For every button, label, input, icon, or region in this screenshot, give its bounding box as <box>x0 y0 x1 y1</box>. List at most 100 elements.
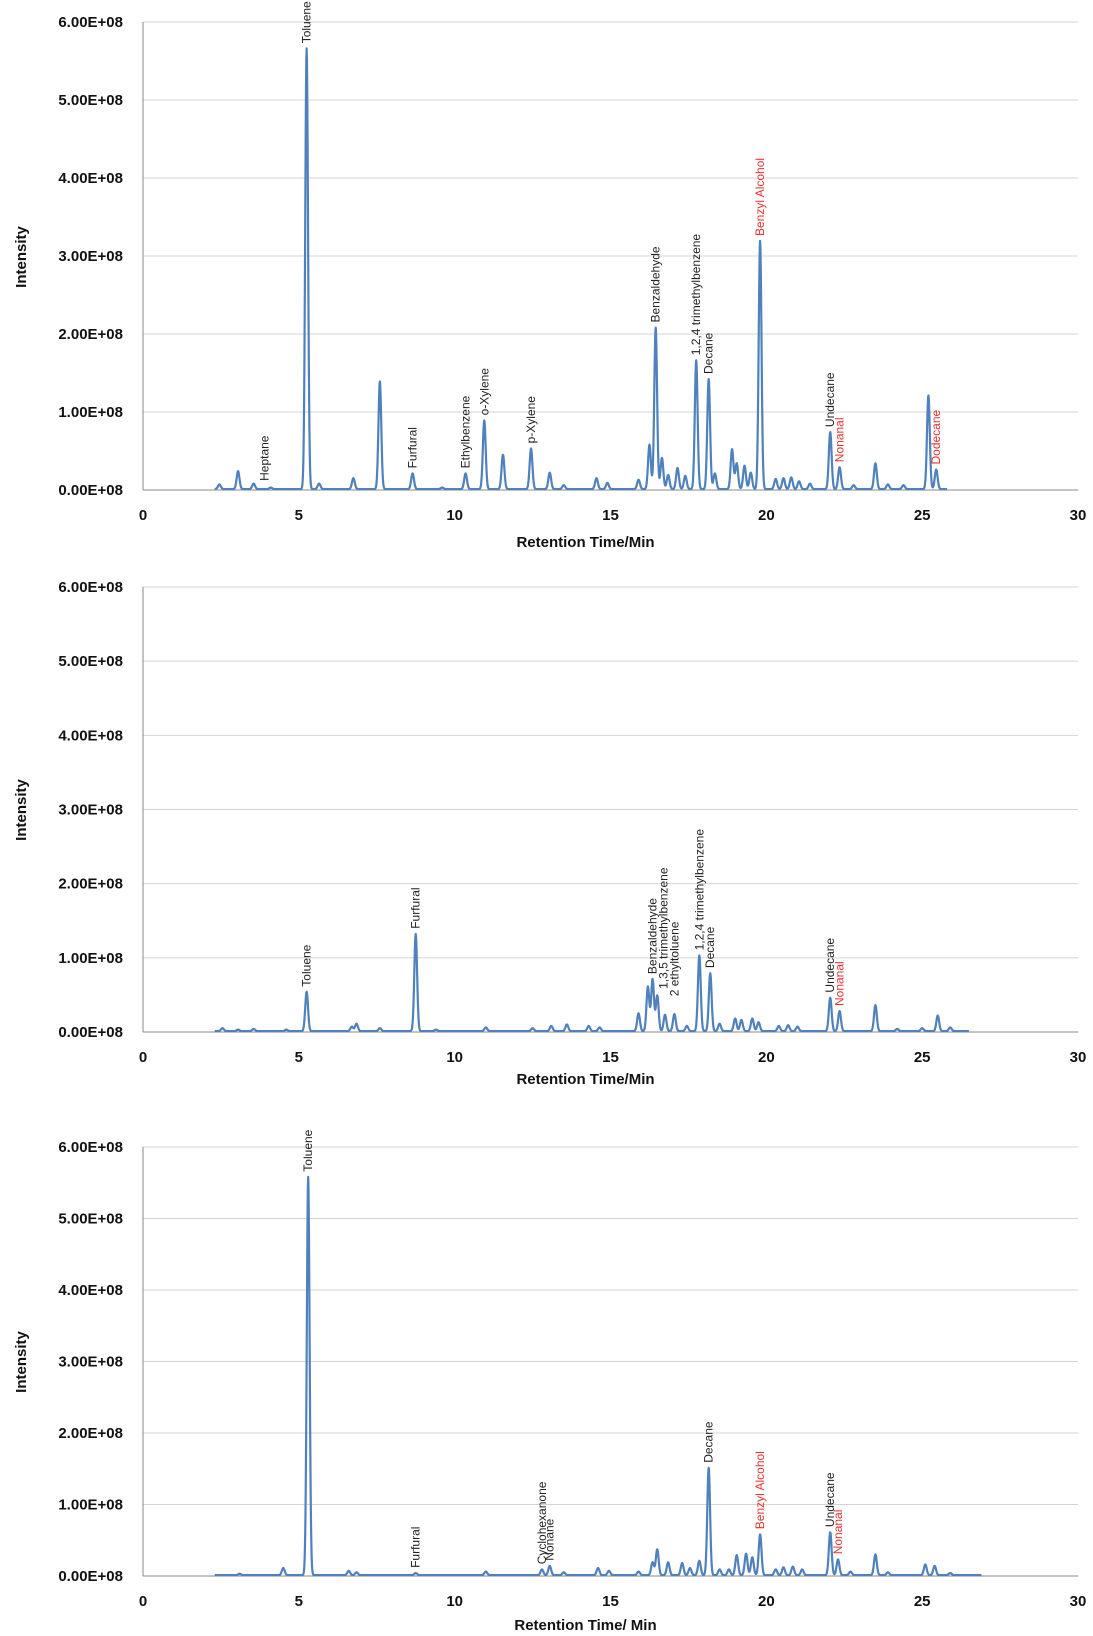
y-tick-label: 3.00E+08 <box>58 1354 123 1371</box>
peak-apex <box>853 485 855 487</box>
peak-apex <box>656 1549 658 1551</box>
peak-apex <box>782 478 785 480</box>
peak-apex <box>681 1563 683 1565</box>
peak-apex <box>637 480 640 482</box>
chromatogram-trace <box>213 932 970 1033</box>
x-tick-label: 5 <box>295 1049 303 1066</box>
peak-apex <box>837 1559 839 1561</box>
peak-apex <box>348 1571 350 1573</box>
peak-apex <box>549 473 551 475</box>
peak-apex <box>464 473 467 475</box>
peak-apex <box>307 1177 309 1179</box>
peak-label: Nonanal <box>833 961 847 1006</box>
x-tick-label: 15 <box>602 507 619 524</box>
peak-apex <box>849 1571 852 1574</box>
peak-label: Decane <box>702 1421 716 1463</box>
peak-apex <box>708 379 710 381</box>
x-tick-label: 30 <box>1070 1593 1087 1610</box>
y-tick-label: 0.00E+08 <box>58 1568 123 1585</box>
x-tick-label: 20 <box>758 507 775 524</box>
peak-label: Decane <box>702 332 716 374</box>
peak-apex <box>924 1564 926 1566</box>
peak-apex <box>598 1027 601 1029</box>
peak-apex <box>550 1026 552 1028</box>
chromatogram-trace <box>213 47 948 491</box>
peak-apex <box>778 1026 780 1028</box>
peak-apex <box>667 475 669 477</box>
peak-apex <box>809 483 811 486</box>
x-tick-label: 15 <box>602 1049 619 1066</box>
peak-apex <box>949 1573 951 1575</box>
peak-apex <box>588 1026 590 1028</box>
peak-apex <box>714 473 716 475</box>
peak-apex <box>597 1568 599 1570</box>
peak-label: Nonanal <box>833 417 847 462</box>
peak-apex <box>751 1557 753 1559</box>
peak-apex <box>718 1023 721 1026</box>
peak-apex <box>541 1569 543 1571</box>
peak-label: Benzyl Alcohol <box>753 158 767 236</box>
peak-apex <box>379 1028 381 1030</box>
peak-apex <box>731 449 733 451</box>
peak-apex <box>887 1572 889 1574</box>
peak-apex <box>485 1027 487 1029</box>
peak-apex <box>838 467 841 469</box>
peak-label: Undecane <box>823 1472 837 1527</box>
peak-apex <box>801 1569 803 1571</box>
peak-apex <box>829 432 831 434</box>
peak-apex <box>411 473 414 475</box>
peak-label: Benzaldehyde <box>646 898 660 974</box>
peak-apex <box>689 1568 691 1570</box>
x-tick-label: 10 <box>446 1049 463 1066</box>
peak-apex <box>563 1572 565 1574</box>
peak-apex <box>829 998 831 1000</box>
peak-apex <box>563 485 565 487</box>
peak-label: Decane <box>703 926 717 968</box>
peak-apex <box>775 1569 777 1571</box>
peak-apex <box>718 1569 721 1571</box>
peak-apex <box>648 444 651 447</box>
peak-apex <box>651 1562 654 1564</box>
y-tick-label: 4.00E+08 <box>58 727 123 744</box>
y-tick-label: 6.00E+08 <box>58 579 123 596</box>
peak-label: Ethylbenzene <box>459 395 473 468</box>
peak-label: 1,2,4 trimethylbenzene <box>692 829 706 951</box>
peak-apex <box>698 1561 700 1563</box>
peak-apex <box>751 1018 753 1020</box>
peak-label: Furfural <box>409 887 423 928</box>
peak-apex <box>656 995 658 998</box>
peak-apex <box>483 420 485 422</box>
peak-apex <box>608 1571 610 1573</box>
peak-apex <box>757 1022 760 1024</box>
x-tick-label: 0 <box>139 1593 147 1610</box>
y-tick-label: 0.00E+08 <box>58 482 123 499</box>
y-tick-label: 4.00E+08 <box>58 1282 123 1299</box>
peak-apex <box>531 1028 534 1030</box>
peak-apex <box>253 1029 255 1031</box>
peak-apex <box>270 487 272 490</box>
peak-apex <box>655 327 657 330</box>
peak-apex <box>355 1572 358 1574</box>
x-axis-title: Retention Time/ Min <box>514 1617 656 1634</box>
y-tick-label: 1.00E+08 <box>58 950 123 967</box>
peak-apex <box>684 476 686 478</box>
x-tick-label: 25 <box>914 507 931 524</box>
peak-apex <box>441 487 443 490</box>
chart-panel-3: 0.00E+08 1.00E+08 2.00E+08 3.00E+08 4.00E+08… <box>13 1129 1086 1634</box>
peak-apex <box>306 48 308 50</box>
y-tick-label: 5.00E+08 <box>58 653 123 670</box>
peak-apex <box>750 473 752 475</box>
peak-apex <box>798 481 800 483</box>
y-tick-label: 2.00E+08 <box>58 876 123 893</box>
y-tick-label: 2.00E+08 <box>58 326 123 343</box>
peak-apex <box>435 1029 437 1032</box>
peak-apex <box>664 1015 666 1017</box>
peak-apex <box>673 1014 675 1016</box>
peak-apex <box>874 1005 877 1007</box>
peak-apex <box>734 1018 736 1020</box>
peak-apex <box>698 955 700 957</box>
peak-apex <box>606 483 608 485</box>
x-tick-label: 10 <box>446 1593 463 1610</box>
peak-apex <box>937 1015 939 1018</box>
